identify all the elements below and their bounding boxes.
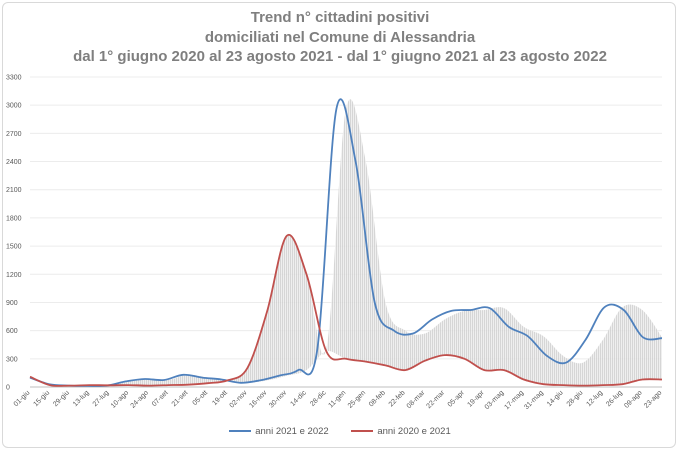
x-tick-label: 22-mar: [426, 389, 447, 410]
series-line-2: [29, 233, 663, 387]
title-line-3: dal 1° giugno 2020 al 23 agosto 2021 - d…: [73, 48, 607, 65]
y-tick-label: 900: [6, 300, 18, 307]
y-tick-label: 1500: [6, 244, 22, 251]
x-tick-label: 08-mar: [406, 389, 427, 410]
x-tick-label: 07-set: [151, 389, 170, 408]
legend-label-series-1: anni 2021 e 2022: [255, 425, 329, 437]
legend-swatch-blue: [229, 430, 252, 432]
y-tick-label: 300: [6, 356, 18, 363]
y-tick-label: 0: [6, 385, 10, 392]
x-tick-label: 05-ott: [192, 389, 210, 407]
legend-item-series-1: anni 2021 e 2022: [229, 425, 329, 437]
x-tick-label: 29-giu: [52, 389, 71, 408]
x-tick-label: 08-feb: [368, 389, 387, 408]
x-tick-label: 13-lug: [72, 389, 91, 408]
x-tick-label: 21-set: [171, 389, 190, 408]
y-tick-label: 3000: [6, 103, 22, 110]
x-tick-label: 22-feb: [388, 389, 407, 408]
x-tick-label: 19-ott: [211, 389, 229, 407]
y-tick-label: 3300: [6, 75, 22, 82]
x-tick-label: 28-dic: [309, 389, 328, 408]
x-tick-label: 24-ago: [130, 389, 150, 409]
range-band: [30, 99, 662, 386]
x-tick-label: 26-lug: [605, 389, 624, 408]
y-tick-label: 2700: [6, 131, 22, 138]
chart-title: Trend n° cittadini positivi domiciliati …: [0, 8, 680, 67]
y-tick-label: 600: [6, 328, 18, 335]
x-tick-label: 23-ago: [643, 389, 663, 409]
x-tick-label: 15-giu: [32, 389, 51, 408]
series-lines: [29, 98, 663, 387]
y-tick-label: 1200: [6, 272, 22, 279]
line-chart: 0 300 600 900 1200 1500 1800 2100 2400 2700 3000 33…: [6, 75, 664, 412]
legend-label-series-2: anni 2020 e 2021: [377, 425, 451, 437]
title-line-1: Trend n° cittadini positivi: [250, 9, 430, 26]
x-tick-label: 14-giu: [546, 389, 565, 408]
x-tick-label: 28-giu: [566, 389, 585, 408]
x-tick-label: 12-lug: [585, 389, 604, 408]
x-tick-label: 11-gen: [327, 389, 347, 409]
x-tick-label: 10-ago: [110, 389, 130, 409]
x-tick-label: 17-mag: [503, 389, 525, 411]
x-tick-label: 02-nov: [229, 389, 249, 409]
x-tick-label: 30-nov: [268, 389, 288, 409]
x-tick-label: 09-ago: [623, 389, 643, 409]
x-tick-label: 31-mag: [523, 389, 545, 411]
high-low-band: [30, 99, 662, 386]
legend-item-series-2: anni 2020 e 2021: [351, 425, 451, 437]
title-line-2: domiciliati nel Comune di Alessandria: [204, 28, 476, 46]
y-tick-label: 2100: [6, 187, 22, 194]
x-axis: 01-giu 15-giu 29-giu 13-lug 27-lug 10-ago 24-a…: [13, 389, 664, 411]
y-axis: 0 300 600 900 1200 1500 1800 2100 2400 2700 3000 33…: [6, 75, 22, 392]
series-line-1: [29, 98, 663, 387]
x-tick-label: 03-mag: [484, 389, 506, 411]
x-tick-label: 14-dic: [289, 389, 308, 408]
legend-swatch-red: [351, 430, 374, 432]
x-tick-label: 01-giu: [13, 389, 32, 408]
y-tick-label: 2400: [6, 159, 22, 166]
legend: anni 2021 e 2022 anni 2020 e 2021: [0, 424, 680, 437]
x-tick-label: 25-gen: [347, 389, 367, 409]
x-tick-label: 27-lug: [92, 389, 111, 408]
y-tick-label: 1800: [6, 215, 22, 222]
x-tick-label: 16-nov: [248, 389, 268, 409]
x-tick-label: 05-apr: [447, 389, 467, 409]
